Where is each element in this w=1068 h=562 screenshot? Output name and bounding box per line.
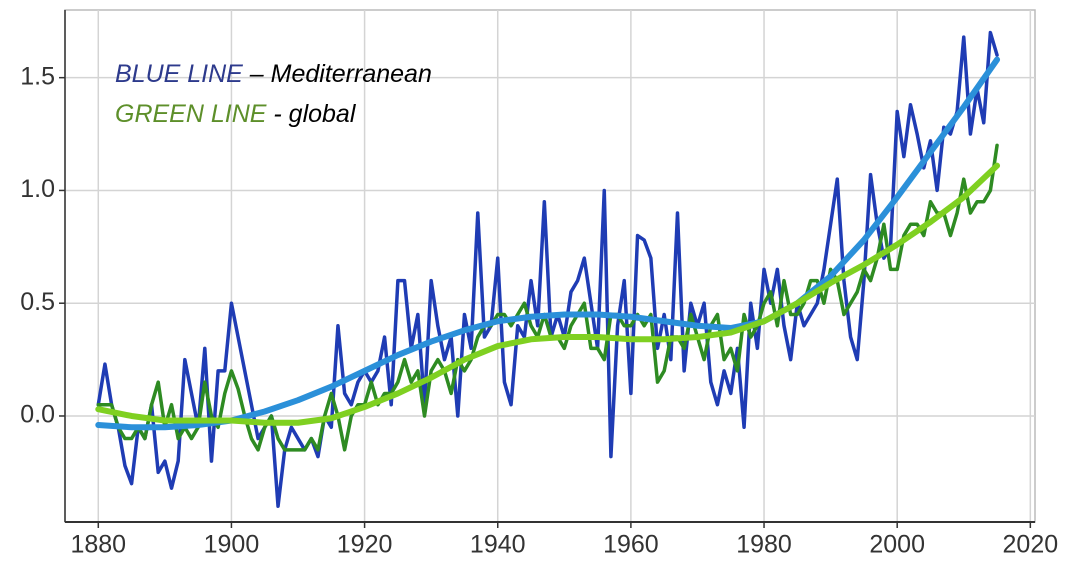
x-tick-label: 2020 — [1003, 531, 1059, 559]
legend-text: - global — [273, 100, 356, 128]
x-tick-label: 1960 — [603, 531, 659, 559]
data-line — [95, 162, 1001, 426]
x-tick-label: 1940 — [470, 531, 526, 559]
legend-key: GREEN LINE — [115, 100, 267, 128]
x-tick-label: 1980 — [736, 531, 792, 559]
x-tick-label: 1900 — [204, 531, 260, 559]
data-line — [96, 143, 999, 452]
lines — [95, 30, 1001, 508]
legend-entry: GREEN LINE - global — [115, 100, 357, 128]
x-tick-label: 1920 — [337, 531, 393, 559]
y-tick-label: 1.5 — [20, 62, 55, 90]
y-tick-label: 1.0 — [20, 175, 55, 203]
legend-key: BLUE LINE — [115, 60, 243, 88]
legend-entry: BLUE LINE – Mediterranean — [115, 60, 432, 88]
x-tick-label: 1880 — [70, 531, 126, 559]
y-tick-label: 0.0 — [20, 401, 55, 429]
x-tick-label: 2000 — [869, 531, 925, 559]
legend-text: – Mediterranean — [249, 60, 432, 88]
legend: BLUE LINE – Mediterranean GREEN LINE - gl… — [115, 60, 432, 128]
data-line — [95, 56, 1001, 431]
grid — [65, 10, 1035, 522]
y-tick-label: 0.5 — [20, 288, 55, 316]
